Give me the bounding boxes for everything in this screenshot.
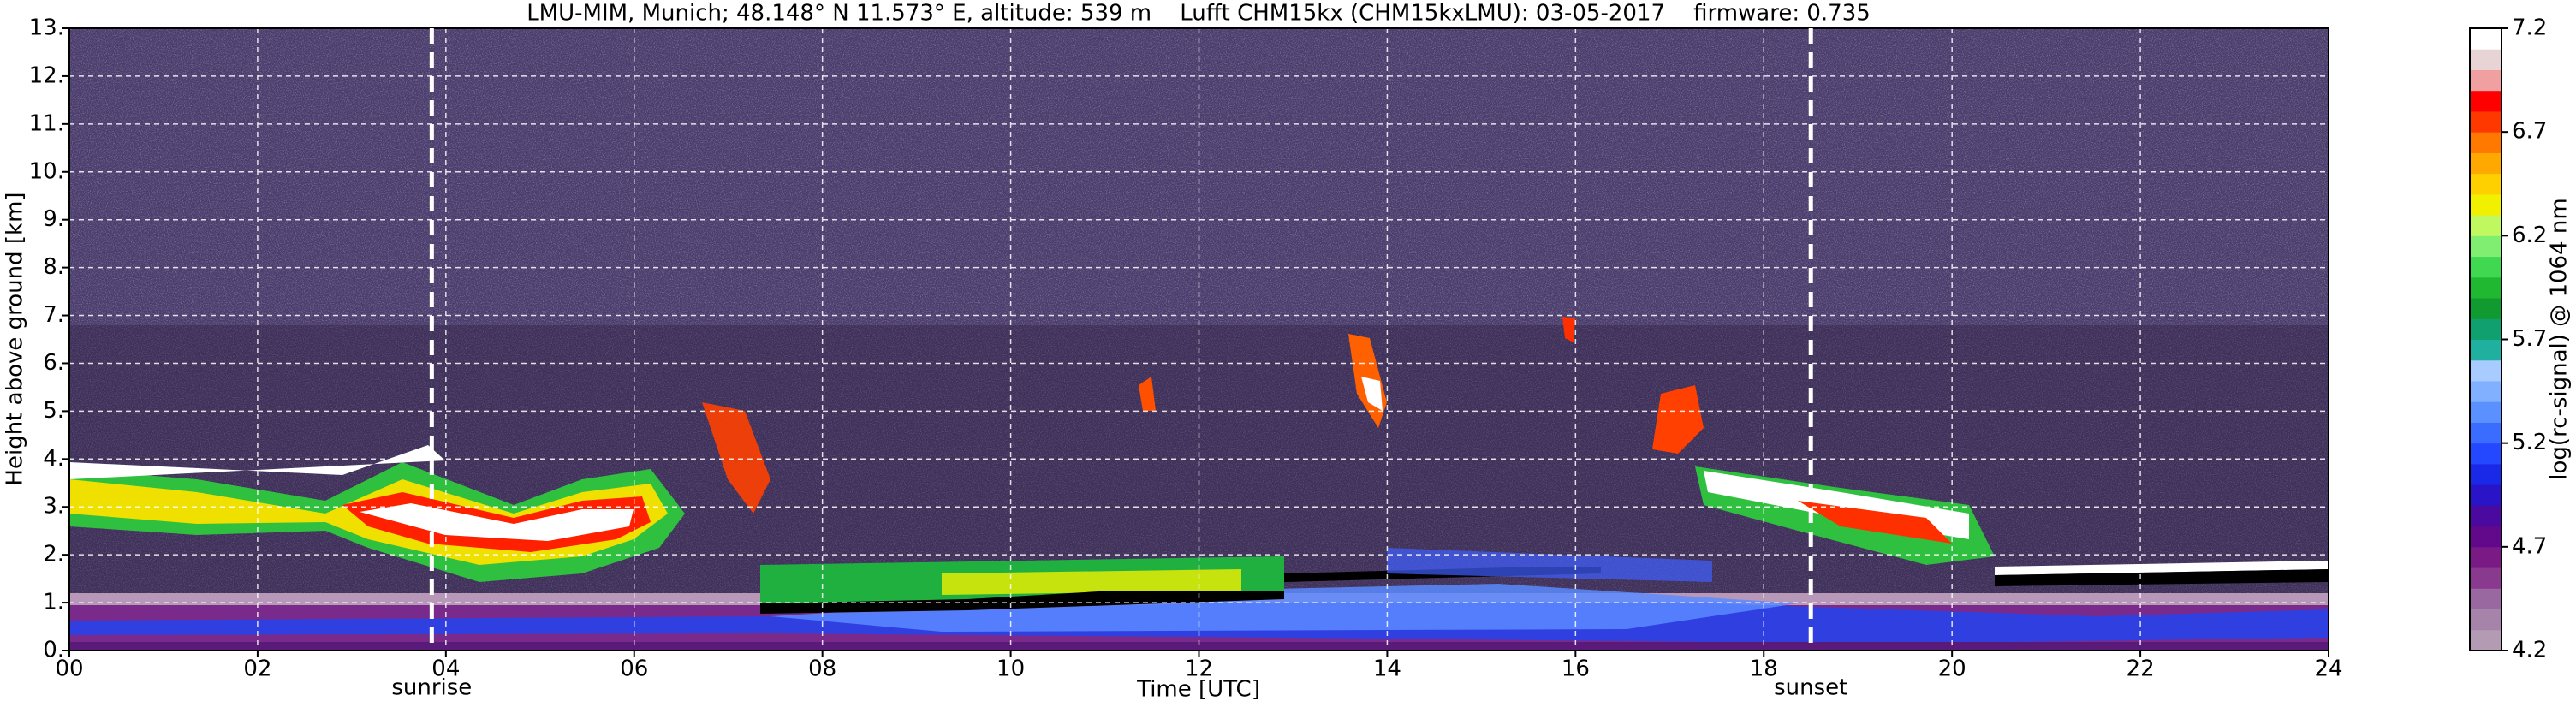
colorbar-segment <box>2470 152 2502 175</box>
x-tick-label: 20 <box>1938 656 1966 682</box>
x-axis-label: Time [UTC] <box>1136 677 1260 703</box>
y-tick-label: 8. <box>43 254 64 280</box>
y-tick-label: 5. <box>43 398 64 424</box>
colorbar-segment <box>2470 49 2502 70</box>
colorbar: 4.2 4.7 5.2 5.7 6.2 6.7 7.2 <box>2469 15 2547 663</box>
colorbar-tick-label: 4.2 <box>2512 638 2547 663</box>
annotation-label: sunrise <box>391 675 472 701</box>
x-tick-label: 06 <box>620 656 648 682</box>
colorbar-segment <box>2470 132 2502 153</box>
colorbar-segment <box>2470 401 2502 423</box>
colorbar-segment <box>2470 173 2502 195</box>
colorbar-segment <box>2470 298 2502 319</box>
y-tick-label: 2. <box>43 542 64 567</box>
colorbar-segment <box>2470 90 2502 112</box>
colorbar-segment <box>2470 256 2502 278</box>
colorbar-segment <box>2470 422 2502 444</box>
colorbar-label: log(rc-signal) @ 1064 nm <box>2547 198 2573 479</box>
colorbar-segment <box>2470 359 2502 382</box>
colorbar-segment <box>2470 629 2502 651</box>
colorbar-segment <box>2470 463 2502 485</box>
annotation-label: sunset <box>1774 675 1847 701</box>
colorbar-segment <box>2470 339 2502 361</box>
colorbar-segment <box>2470 546 2502 568</box>
colorbar-segment <box>2470 28 2502 50</box>
y-tick-label: 0. <box>43 638 64 663</box>
colorbar-tick-label: 6.2 <box>2512 223 2547 248</box>
colorbar-segment <box>2470 110 2502 133</box>
colorbar-segment <box>2470 567 2502 589</box>
y-axis-label: Height above ground [km] <box>3 192 28 485</box>
y-tick-label: 12. <box>29 62 64 88</box>
x-tick-label: 00 <box>55 656 83 682</box>
colorbar-segment <box>2470 609 2502 631</box>
colorbar-segment <box>2470 588 2502 610</box>
axes: 00 02 04 06 08 10 12 14 16 18 20 22 24 0. 1. 2. 3. 4. 5. 6.… <box>29 15 2343 682</box>
x-tick-label: 02 <box>243 656 271 682</box>
x-tick-label: 08 <box>808 656 836 682</box>
x-tick-label: 22 <box>2127 656 2155 682</box>
colorbar-segment <box>2470 443 2502 465</box>
colorbar-segment <box>2470 69 2502 92</box>
y-tick-label: 1. <box>43 590 64 615</box>
y-tick-label: 10. <box>29 158 64 184</box>
x-tick-label: 16 <box>1562 656 1590 682</box>
colorbar-tick-label: 5.2 <box>2512 430 2547 455</box>
colorbar-segment <box>2470 235 2502 258</box>
y-tick-label: 13. <box>29 15 64 41</box>
colorbar-segment <box>2470 505 2502 527</box>
x-tick-label: 12 <box>1185 656 1213 682</box>
grid <box>68 27 2329 651</box>
x-tick-label: 10 <box>996 656 1025 682</box>
colorbar-tick-label: 4.7 <box>2512 533 2547 559</box>
colorbar-segment <box>2470 318 2502 340</box>
colorbar-tick-label: 6.7 <box>2512 119 2547 145</box>
y-tick-label: 6. <box>43 350 64 376</box>
x-tick-label: 14 <box>1373 656 1401 682</box>
y-tick-label: 3. <box>43 494 64 520</box>
annotations: sunrise sunset <box>391 28 1847 701</box>
x-tick-label: 24 <box>2314 656 2342 682</box>
x-tick-label: 04 <box>431 656 460 682</box>
colorbar-tick-label: 7.2 <box>2512 15 2547 41</box>
colorbar-segment <box>2470 526 2502 548</box>
colorbar-segment <box>2470 215 2502 236</box>
colorbar-segment <box>2470 380 2502 402</box>
y-tick-label: 7. <box>43 302 64 328</box>
x-tick-label: 18 <box>1750 656 1778 682</box>
colorbar-segment <box>2470 484 2502 506</box>
colorbar-segment <box>2470 276 2502 299</box>
y-tick-label: 9. <box>43 206 64 232</box>
colorbar-segment <box>2470 193 2502 216</box>
y-tick-label: 11. <box>29 110 64 136</box>
colorbar-tick-label: 5.7 <box>2512 326 2547 352</box>
y-tick-label: 4. <box>43 446 64 472</box>
chart-title: LMU-MIM, Munich; 48.148° N 11.573° E, al… <box>527 1 1871 27</box>
